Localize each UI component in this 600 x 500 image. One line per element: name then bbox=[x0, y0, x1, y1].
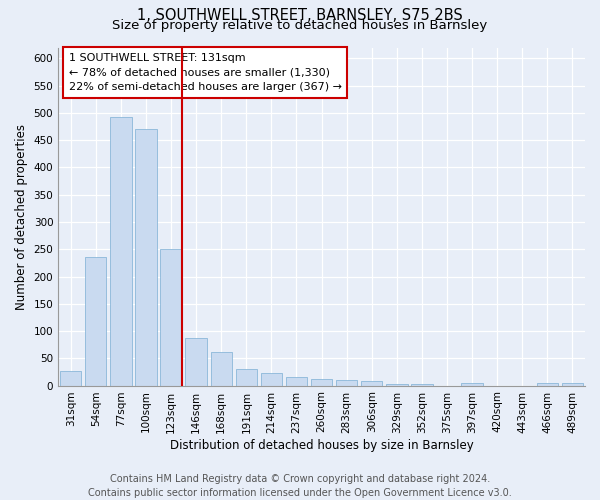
Bar bbox=[136, 130, 157, 386]
Bar bbox=[386, 384, 407, 386]
Bar bbox=[185, 338, 207, 386]
Y-axis label: Number of detached properties: Number of detached properties bbox=[15, 124, 28, 310]
Bar bbox=[361, 381, 382, 386]
X-axis label: Distribution of detached houses by size in Barnsley: Distribution of detached houses by size … bbox=[170, 440, 473, 452]
Bar bbox=[537, 383, 558, 386]
Bar bbox=[562, 383, 583, 386]
Text: Size of property relative to detached houses in Barnsley: Size of property relative to detached ho… bbox=[112, 18, 488, 32]
Bar bbox=[236, 369, 257, 386]
Bar bbox=[311, 379, 332, 386]
Bar bbox=[60, 371, 82, 386]
Bar bbox=[160, 250, 182, 386]
Bar bbox=[110, 116, 131, 386]
Bar bbox=[336, 380, 358, 386]
Text: 1, SOUTHWELL STREET, BARNSLEY, S75 2BS: 1, SOUTHWELL STREET, BARNSLEY, S75 2BS bbox=[137, 8, 463, 22]
Bar bbox=[85, 258, 106, 386]
Bar bbox=[461, 383, 483, 386]
Text: Contains HM Land Registry data © Crown copyright and database right 2024.
Contai: Contains HM Land Registry data © Crown c… bbox=[88, 474, 512, 498]
Bar bbox=[411, 384, 433, 386]
Bar bbox=[211, 352, 232, 386]
Bar bbox=[261, 373, 282, 386]
Text: 1 SOUTHWELL STREET: 131sqm
← 78% of detached houses are smaller (1,330)
22% of s: 1 SOUTHWELL STREET: 131sqm ← 78% of deta… bbox=[69, 52, 342, 92]
Bar bbox=[286, 378, 307, 386]
